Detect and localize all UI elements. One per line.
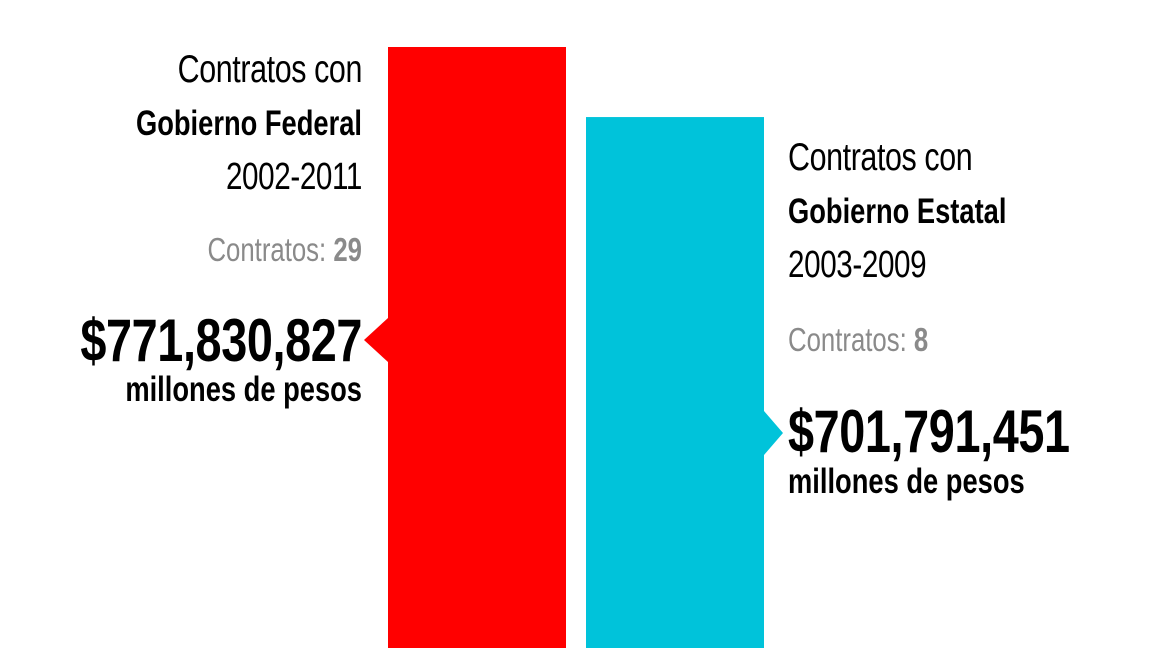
label-period: 2003-2009 bbox=[788, 244, 927, 286]
label-contracts: Contratos: 8 bbox=[788, 323, 1152, 356]
bar-gobierno-estatal bbox=[586, 117, 764, 648]
label-prefix: Contratos con bbox=[177, 48, 363, 91]
label-group-federal: Contratos con Gobierno Federal 2002-2011… bbox=[0, 0, 362, 500]
contracts-label: Contratos: bbox=[207, 231, 327, 268]
contracts-count: 29 bbox=[333, 231, 362, 268]
label-group-estatal: Contratos con Gobierno Estatal 2003-2009… bbox=[788, 0, 1152, 500]
value-pointer-federal bbox=[364, 318, 388, 362]
label-amount: $771,830,827 bbox=[80, 307, 363, 374]
label-prefix: Contratos con bbox=[788, 136, 973, 179]
contracts-label: Contratos: bbox=[788, 321, 907, 358]
label-period: 2002-2011 bbox=[225, 156, 362, 198]
label-entity: Gobierno Estatal bbox=[788, 192, 1007, 231]
label-contracts: Contratos: 29 bbox=[0, 233, 362, 266]
label-entity: Gobierno Federal bbox=[135, 104, 362, 143]
label-unit: millones de pesos bbox=[125, 370, 362, 409]
value-pointer-estatal bbox=[764, 411, 783, 455]
bar-gobierno-federal bbox=[388, 47, 566, 648]
label-amount: $701,791,451 bbox=[788, 398, 1070, 465]
label-unit: millones de pesos bbox=[788, 462, 1025, 501]
contracts-count: 8 bbox=[913, 321, 929, 358]
